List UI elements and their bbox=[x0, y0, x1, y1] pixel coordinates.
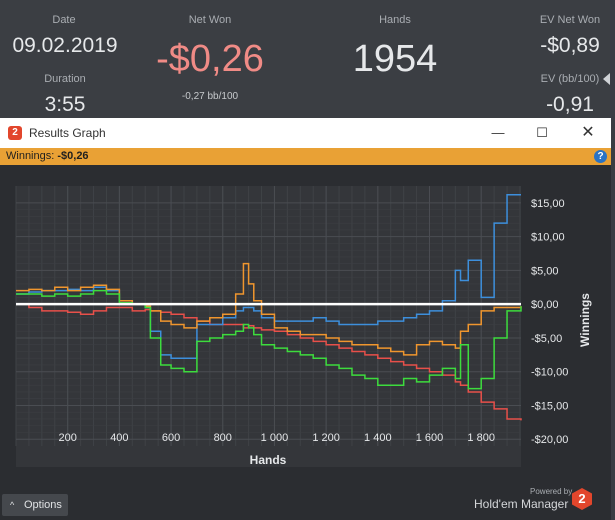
x-tick-label: 1 000 bbox=[261, 432, 289, 444]
y-tick-label: $0,00 bbox=[531, 299, 559, 311]
winnings-summary: Winnings: -$0,26 bbox=[6, 150, 89, 162]
hands-value: 1954 bbox=[352, 38, 438, 80]
results-graph-window: 2 Results Graph — ☐ ✕ Winnings: -$0,26 ?… bbox=[0, 118, 611, 520]
series-line-all-in-ev bbox=[16, 262, 522, 356]
plot-area bbox=[16, 186, 521, 467]
maximize-button[interactable]: ☐ bbox=[536, 125, 548, 140]
series-lines bbox=[16, 194, 522, 421]
hands-label: Hands bbox=[379, 14, 411, 26]
x-tick-label: 600 bbox=[162, 432, 180, 444]
series-line-non-showdown bbox=[16, 303, 522, 421]
close-button[interactable]: ✕ bbox=[581, 124, 595, 141]
expand-left-icon[interactable] bbox=[603, 73, 610, 85]
minimize-button[interactable]: — bbox=[491, 125, 505, 140]
powered-by-label: Powered by bbox=[530, 487, 573, 496]
options-label: Options bbox=[24, 499, 62, 511]
x-tick-label: 200 bbox=[59, 432, 77, 444]
y-tick-label: -$10,00 bbox=[531, 367, 568, 379]
x-tick-label: 1 600 bbox=[416, 432, 444, 444]
y-tick-label: $5,00 bbox=[531, 265, 559, 277]
x-tick-label: 1 200 bbox=[312, 432, 340, 444]
ev-bb100-label: EV (bb/100) bbox=[540, 73, 600, 85]
x-tick-label: 800 bbox=[214, 432, 232, 444]
winnings-bar: Winnings: -$0,26 ? bbox=[0, 148, 611, 165]
ev-net-won-label: EV Net Won bbox=[539, 14, 601, 26]
session-stats-panel: Date 09.02.2019 Duration 3:55 Net Won -$… bbox=[0, 0, 615, 120]
duration-value: 3:55 bbox=[44, 93, 86, 116]
y-tick-label: -$15,00 bbox=[531, 400, 568, 412]
chevron-up-icon: ^ bbox=[10, 500, 15, 510]
duration-label: Duration bbox=[44, 73, 86, 85]
ev-net-won-value: -$0,89 bbox=[540, 34, 600, 57]
x-tick-label: 400 bbox=[110, 432, 128, 444]
winnings-value: -$0,26 bbox=[57, 150, 89, 162]
brand-name: Hold'em Manager bbox=[474, 497, 569, 511]
hm2-app-icon: 2 bbox=[8, 126, 22, 140]
series-line-net-won bbox=[16, 289, 522, 390]
x-axis-label: Hands bbox=[250, 453, 287, 467]
y-tick-labels: $15,00 $10,00 $5,00 $0,00 -$5,00 -$10,00 -$15,… bbox=[531, 198, 568, 446]
bottom-bar: ^ Options bbox=[0, 490, 611, 520]
x-tick-labels: 200 400 600 800 1 000 1 200 1 400 1 600 1 800 bbox=[59, 432, 495, 444]
ev-bb100-value: -0,91 bbox=[546, 93, 594, 116]
net-won-bb100: -0,27 bb/100 bbox=[181, 91, 239, 102]
y-tick-label: $10,00 bbox=[531, 232, 565, 244]
x-tick-label: 1 800 bbox=[467, 432, 495, 444]
window-title: Results Graph bbox=[29, 126, 106, 140]
y-tick-label: -$20,00 bbox=[531, 434, 568, 446]
date-value: 09.02.2019 bbox=[12, 34, 118, 57]
winnings-label: Winnings: bbox=[6, 150, 58, 162]
y-tick-label: -$5,00 bbox=[531, 333, 562, 345]
y-tick-label: $15,00 bbox=[531, 198, 565, 210]
net-won-label: Net Won bbox=[188, 14, 232, 26]
date-label: Date bbox=[52, 14, 76, 26]
window-titlebar[interactable]: 2 Results Graph — ☐ ✕ bbox=[0, 118, 611, 148]
hm2-logo-icon: 2 bbox=[572, 488, 592, 510]
results-graph-chart: $15,00 $10,00 $5,00 $0,00 -$5,00 -$10,00 -$15,… bbox=[15, 186, 592, 505]
y-axis-label: Winnings bbox=[578, 293, 592, 347]
options-button[interactable]: ^ Options bbox=[2, 494, 68, 516]
net-won-value: -$0,26 bbox=[156, 38, 264, 80]
x-tick-label: 1 400 bbox=[364, 432, 392, 444]
help-icon[interactable]: ? bbox=[594, 150, 607, 163]
